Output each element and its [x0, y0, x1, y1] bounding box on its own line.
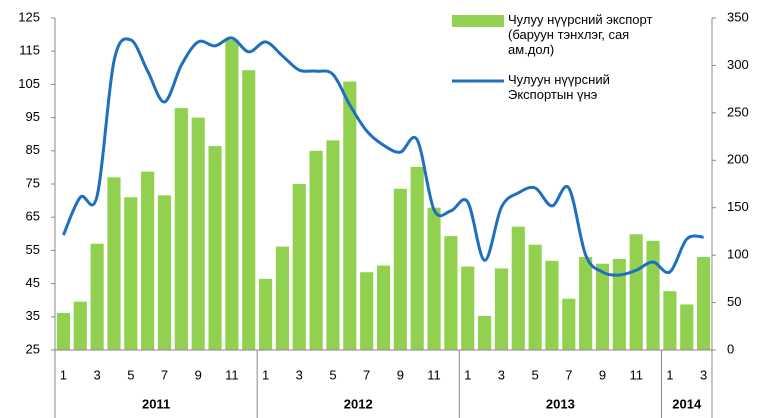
bar	[680, 304, 694, 350]
y-tick-label: 105	[18, 76, 40, 91]
legend-label: Чулуу нүүрсний экспорт (баруун тэнхлэг, …	[508, 12, 653, 57]
bar	[579, 257, 593, 350]
x-tick-label: 7	[565, 367, 572, 382]
bar	[326, 140, 340, 350]
x-tick-label: 3	[296, 367, 303, 382]
bar	[309, 150, 323, 350]
bar	[646, 240, 660, 350]
x-tick-label: 1	[666, 367, 673, 382]
bar	[90, 243, 104, 350]
x-tick-label: 9	[397, 367, 404, 382]
x-tick-label: 1	[60, 367, 67, 382]
bar	[360, 272, 374, 350]
bar	[107, 177, 121, 350]
year-label: 2011	[142, 396, 170, 411]
bar	[612, 258, 626, 350]
y-tick-label: 55	[26, 242, 40, 257]
bar	[73, 301, 87, 350]
bar	[562, 298, 576, 350]
x-tick-label: 11	[427, 367, 441, 382]
y-tick-label: 25	[26, 341, 40, 356]
bar	[528, 244, 542, 350]
bar	[141, 171, 155, 350]
bar	[410, 166, 424, 350]
x-tick-label: 9	[599, 367, 606, 382]
bar	[545, 260, 559, 350]
year-label: 2012	[344, 396, 373, 411]
x-tick-label: 11	[225, 367, 239, 382]
legend-item: Чулуу нүүрсний экспорт (баруун тэнхлэг, …	[508, 12, 653, 57]
bar	[427, 207, 441, 350]
legend-item: Чулуун нүүрсний Экспортын үнэ	[508, 72, 610, 102]
bar	[275, 246, 289, 350]
bar	[56, 313, 70, 350]
y2-tick-label: 350	[727, 9, 749, 24]
x-tick-label: 3	[498, 367, 505, 382]
x-tick-label: 7	[363, 367, 370, 382]
bar	[208, 146, 222, 350]
bar	[343, 81, 357, 350]
y2-tick-label: 0	[727, 341, 734, 356]
bar	[629, 234, 643, 350]
x-tick-label: 5	[531, 367, 538, 382]
bar	[494, 268, 508, 350]
legend-swatch	[452, 15, 504, 27]
y-tick-label: 85	[26, 142, 40, 157]
y-tick-label: 115	[19, 43, 40, 58]
bar	[461, 266, 475, 350]
bar	[242, 70, 256, 351]
y-tick-label: 125	[18, 9, 40, 24]
y2-tick-label: 250	[727, 104, 749, 119]
y-tick-label: 75	[26, 175, 40, 190]
y-tick-label: 45	[26, 275, 40, 290]
x-tick-label: 1	[464, 367, 471, 382]
year-label: 2013	[546, 396, 575, 411]
bar	[124, 197, 138, 350]
price-line	[62, 36, 704, 277]
bar	[478, 315, 492, 350]
bar	[663, 291, 677, 350]
legend-label: Чулуун нүүрсний Экспортын үнэ	[508, 72, 610, 102]
y-tick-label: 95	[26, 109, 40, 124]
bar	[157, 195, 172, 350]
y2-tick-label: 150	[727, 199, 749, 214]
x-tick-label: 3	[700, 367, 707, 382]
x-tick-label: 9	[195, 367, 202, 382]
bar	[444, 236, 458, 350]
bar	[174, 108, 188, 350]
bar	[697, 257, 711, 350]
x-tick-label: 11	[629, 367, 643, 382]
bar	[393, 188, 407, 350]
bar	[225, 39, 239, 351]
bar	[191, 117, 205, 350]
y2-tick-label: 100	[727, 247, 749, 262]
y2-tick-label: 300	[727, 57, 749, 72]
y-tick-label: 65	[26, 209, 40, 224]
bar	[259, 278, 273, 350]
x-tick-label: 7	[161, 367, 168, 382]
x-tick-label: 1	[262, 367, 269, 382]
bar	[376, 265, 391, 350]
x-tick-label: 3	[93, 367, 100, 382]
bar	[511, 226, 525, 350]
y2-tick-label: 200	[727, 152, 749, 167]
x-tick-label: 5	[127, 367, 134, 382]
x-tick-label: 5	[329, 367, 336, 382]
y2-tick-label: 50	[727, 294, 741, 309]
bar	[292, 184, 306, 350]
bar	[595, 263, 610, 350]
year-label: 2014	[672, 396, 702, 411]
y-tick-label: 35	[26, 308, 40, 323]
